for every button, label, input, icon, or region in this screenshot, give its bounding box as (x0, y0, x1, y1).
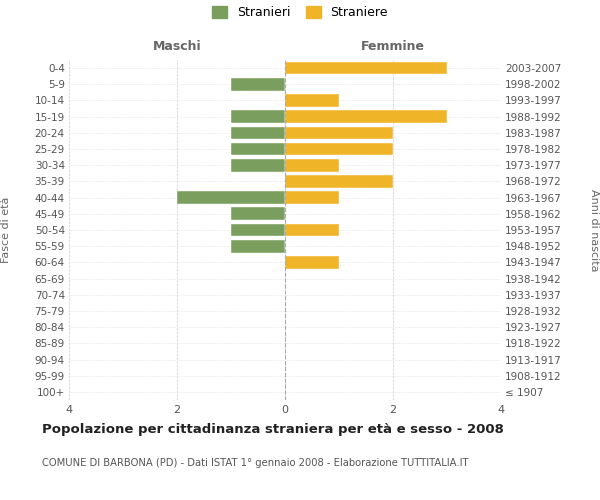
Bar (231, 142, 285, 156)
Bar (285, 224, 339, 236)
Text: Popolazione per cittadinanza straniera per età e sesso - 2008: Popolazione per cittadinanza straniera p… (42, 422, 504, 436)
Bar (285, 192, 339, 204)
Bar (285, 62, 447, 74)
Text: COMUNE DI BARBONA (PD) - Dati ISTAT 1° gennaio 2008 - Elaborazione TUTTITALIA.IT: COMUNE DI BARBONA (PD) - Dati ISTAT 1° g… (42, 458, 469, 468)
Bar (231, 159, 285, 172)
Bar (285, 110, 447, 123)
Bar (285, 159, 339, 172)
Bar (285, 142, 393, 156)
Bar (231, 224, 285, 236)
Text: Fasce di età: Fasce di età (1, 197, 11, 263)
Bar (231, 78, 285, 90)
Bar (177, 192, 285, 204)
Bar (231, 208, 285, 220)
Bar (285, 126, 393, 139)
Bar (285, 94, 339, 107)
Bar (285, 175, 393, 188)
Text: Maschi: Maschi (152, 40, 202, 52)
Text: Anni di nascita: Anni di nascita (589, 188, 599, 271)
Legend: Stranieri, Straniere: Stranieri, Straniere (212, 6, 388, 19)
Bar (231, 110, 285, 123)
Bar (285, 256, 339, 268)
Text: Femmine: Femmine (361, 40, 425, 52)
Bar (231, 126, 285, 139)
Bar (231, 240, 285, 252)
